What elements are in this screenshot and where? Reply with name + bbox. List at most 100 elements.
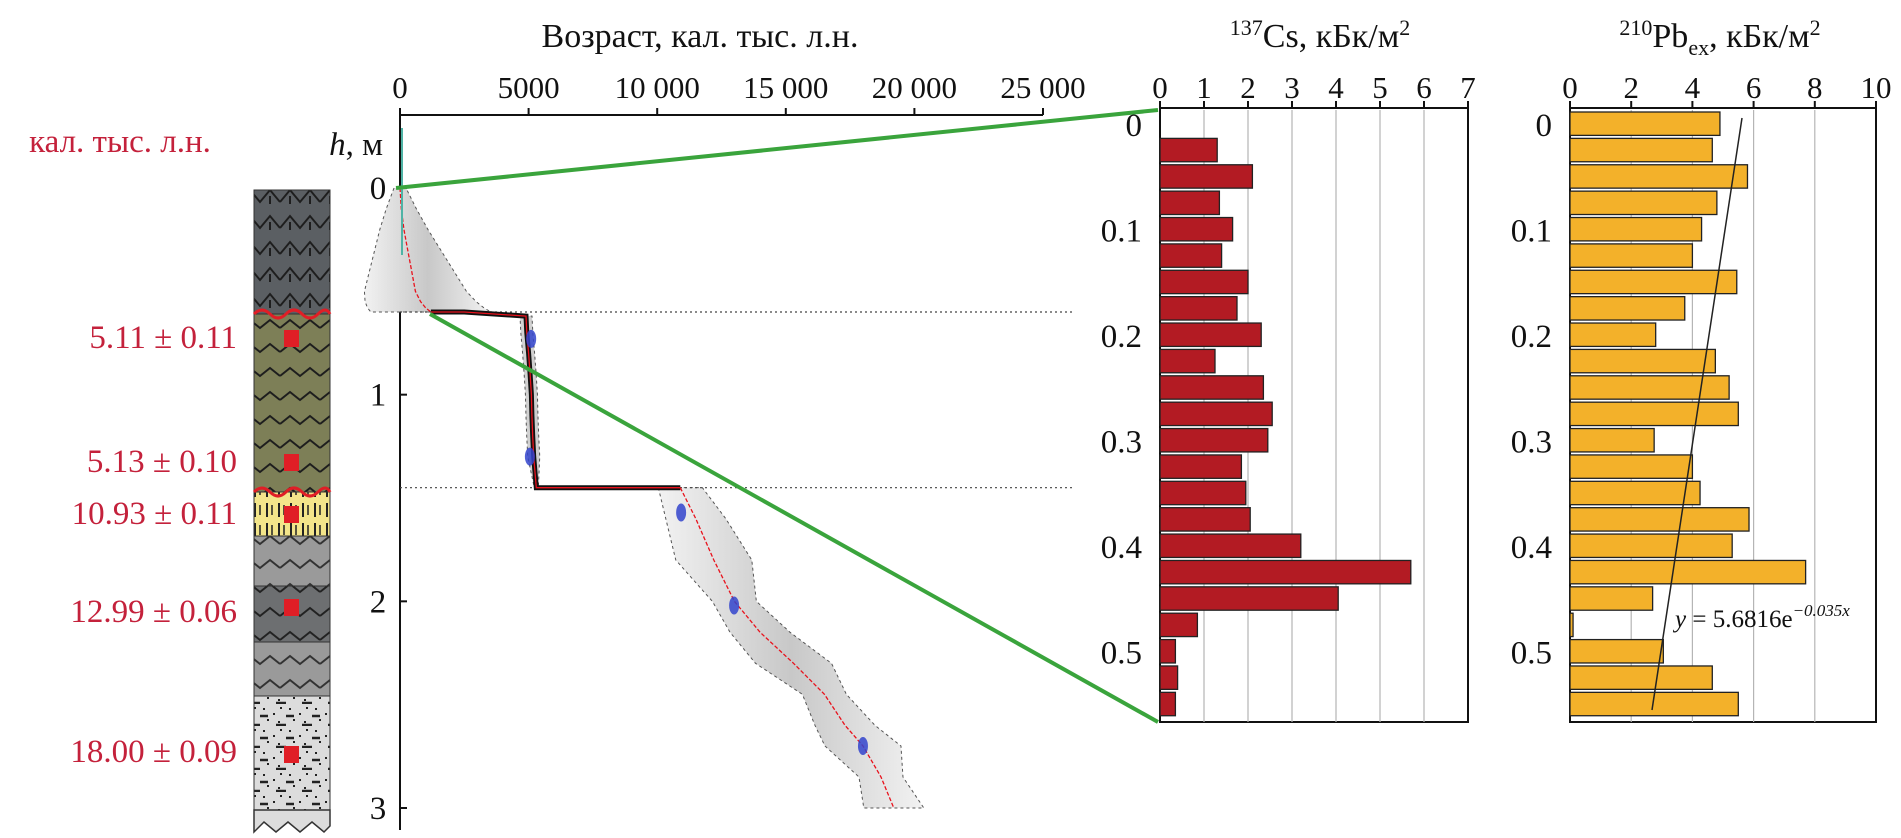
model-envelope bbox=[428, 311, 683, 489]
pb210-bar bbox=[1569, 586, 1654, 611]
erosion-boundary-1 bbox=[252, 308, 332, 320]
erosion-boundary-2 bbox=[252, 486, 332, 498]
age-y-tick-label: 3 bbox=[370, 791, 387, 827]
pb210-bar bbox=[1569, 638, 1664, 664]
pb210-bar bbox=[1569, 454, 1694, 479]
litho-layer-6 bbox=[253, 641, 331, 697]
age-x-tick-label: 5000 bbox=[498, 70, 560, 105]
cs137-y-tick-label: 0 bbox=[1126, 108, 1143, 144]
pb210-bar bbox=[1569, 375, 1730, 400]
date-label-4: 12.99 ± 0.06 bbox=[70, 594, 237, 630]
cs137-bar bbox=[1159, 638, 1177, 664]
pb210-x-tick-label: 8 bbox=[1807, 70, 1823, 105]
age-y-tick-label: 0 bbox=[370, 171, 387, 207]
age-depth-plot: Возраст, кал. тыс. л.н. h, м 0 5000 10 000… bbox=[329, 18, 1086, 830]
litho-layer-4 bbox=[253, 535, 331, 587]
cs137-bar bbox=[1159, 269, 1249, 295]
pb210-y-tick-label: 0.2 bbox=[1511, 319, 1552, 355]
model-envelope bbox=[657, 487, 925, 809]
pb210-x-tick-label: 6 bbox=[1746, 70, 1762, 105]
pb210-bar bbox=[1569, 427, 1655, 453]
litho-layer-1 bbox=[253, 189, 331, 315]
cs137-bar bbox=[1159, 480, 1247, 506]
cs137-bar bbox=[1159, 612, 1199, 638]
cs137-bar bbox=[1159, 190, 1221, 216]
litho-column bbox=[252, 189, 332, 834]
dated-sample-point bbox=[729, 596, 740, 615]
pb210-bar bbox=[1569, 322, 1657, 348]
cs137-y-tick-label: 0.2 bbox=[1101, 319, 1142, 355]
cs137-y-tick-label: 0.5 bbox=[1101, 636, 1142, 672]
date-label-2: 5.13 ± 0.10 bbox=[87, 444, 237, 480]
sample-marker-2 bbox=[284, 454, 299, 471]
pb210-x-tick-label: 2 bbox=[1623, 70, 1639, 105]
cs137-title: 137Cs, кБк/м2 bbox=[1230, 15, 1410, 55]
pb210-bar bbox=[1569, 296, 1686, 321]
pb210-y-tick-label: 0.4 bbox=[1511, 530, 1552, 566]
cs137-x-tick-label: 1 bbox=[1196, 70, 1212, 105]
cs137-bar bbox=[1159, 665, 1179, 690]
pb210-bar bbox=[1569, 137, 1713, 163]
cs137-bar bbox=[1159, 559, 1412, 585]
pb210-bar bbox=[1569, 243, 1694, 268]
cs137-bar bbox=[1159, 243, 1223, 268]
cs137-plot: 137Cs, кБк/м2 0 1 2 3 4 5 6 700.10.20.30.40.5 bbox=[1101, 15, 1476, 723]
model-segment-core bbox=[430, 309, 681, 491]
sample-marker-4 bbox=[284, 599, 299, 616]
age-y-tick-label: 2 bbox=[370, 584, 387, 620]
age-x-tick-label: 0 bbox=[392, 70, 408, 105]
cs137-bar bbox=[1159, 375, 1265, 400]
cs137-x-tick-label: 0 bbox=[1152, 70, 1168, 105]
cs137-bar bbox=[1159, 507, 1251, 532]
sample-marker-5 bbox=[284, 746, 299, 763]
pb210-title: 210Pbex, кБк/м2 bbox=[1619, 15, 1820, 60]
pb210-bar bbox=[1569, 559, 1807, 585]
cs137-x-tick-label: 4 bbox=[1328, 70, 1344, 105]
cs137-bar bbox=[1159, 348, 1216, 374]
dated-sample-point bbox=[524, 447, 535, 466]
age-x-tick-label: 25 000 bbox=[1000, 70, 1085, 105]
pb210-y-tick-label: 0.5 bbox=[1511, 636, 1552, 672]
cs137-x-tick-label: 3 bbox=[1284, 70, 1300, 105]
pb210-x-tick-label: 0 bbox=[1562, 70, 1578, 105]
pb210-bar bbox=[1569, 480, 1701, 506]
cs137-y-tick-label: 0.3 bbox=[1101, 425, 1142, 461]
pb210-bar bbox=[1569, 269, 1738, 295]
pb210-x-tick-label: 4 bbox=[1685, 70, 1701, 105]
pb210-y-tick-label: 0 bbox=[1536, 108, 1553, 144]
dated-sample-point bbox=[676, 503, 687, 522]
age-axis-title: Возраст, кал. тыс. л.н. bbox=[542, 18, 859, 55]
pb210-y-tick-label: 0.1 bbox=[1511, 214, 1552, 250]
connector-line-top bbox=[395, 108, 1159, 190]
cs137-bar bbox=[1159, 691, 1177, 717]
pb210-plot: 210Pbex, кБк/м2 0 2 4 6 8 1000.10.20.30.40.5 … bbox=[1511, 15, 1892, 723]
age-y-tick-label: 1 bbox=[370, 378, 387, 414]
sample-marker-1 bbox=[284, 330, 299, 347]
cs137-x-tick-label: 6 bbox=[1416, 70, 1432, 105]
pb210-bar bbox=[1569, 216, 1703, 242]
model-envelope bbox=[363, 187, 493, 313]
h-axis-label: h, м bbox=[329, 127, 383, 163]
cs137-bar bbox=[1159, 427, 1269, 453]
cs137-bar bbox=[1159, 296, 1238, 321]
date-label-3: 10.93 ± 0.11 bbox=[72, 496, 237, 532]
pb210-bar bbox=[1569, 111, 1721, 137]
cs137-bar bbox=[1159, 586, 1339, 611]
connector-line-bottom bbox=[429, 312, 1159, 724]
cs137-x-tick-label: 2 bbox=[1240, 70, 1256, 105]
cs137-bar bbox=[1159, 137, 1218, 163]
age-x-tick-label: 10 000 bbox=[615, 70, 700, 105]
age-unit-label: кал. тыс. л.н. bbox=[29, 124, 211, 160]
model-median-line bbox=[430, 311, 681, 489]
cs137-bar bbox=[1159, 454, 1243, 479]
pb210-fit-line bbox=[1651, 117, 1743, 711]
pb210-bar bbox=[1569, 533, 1733, 559]
cs137-bar bbox=[1159, 533, 1302, 559]
model-median-line bbox=[679, 487, 895, 809]
pb210-bar bbox=[1569, 507, 1750, 532]
pb210-bar bbox=[1569, 164, 1749, 189]
litho-base bbox=[253, 809, 331, 834]
pb210-bar bbox=[1569, 348, 1717, 374]
cs137-bar bbox=[1159, 164, 1254, 189]
pb210-fit-equation: y = 5.6816e−0.035x bbox=[1672, 601, 1850, 633]
